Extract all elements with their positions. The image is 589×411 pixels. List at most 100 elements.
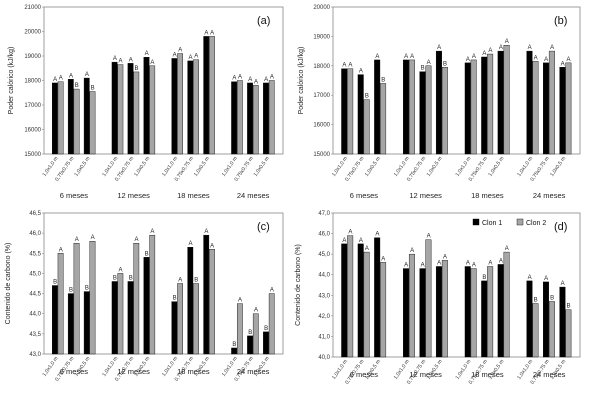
bar xyxy=(419,71,426,155)
y-tick-label: 20000 xyxy=(24,30,41,36)
bar xyxy=(187,247,194,355)
significance-letter: A xyxy=(505,39,509,45)
significance-letter: A xyxy=(359,238,363,244)
significance-letter: B xyxy=(194,278,198,284)
significance-letter: B xyxy=(232,342,236,348)
bar xyxy=(347,235,354,358)
significance-letter: A xyxy=(59,247,63,253)
y-tick-label: 47,0 xyxy=(318,211,330,217)
y-tick-label: 20000 xyxy=(313,5,330,11)
bar xyxy=(425,65,432,155)
y-tick-label: 46,0 xyxy=(29,231,41,237)
y-tick-label: 46,0 xyxy=(318,232,330,238)
significance-letter: A xyxy=(53,77,57,83)
bar xyxy=(487,53,494,155)
y-tick-label: 40,0 xyxy=(318,355,330,361)
group-label: 6 meses xyxy=(350,370,379,379)
significance-letter: A xyxy=(348,63,352,69)
group-label: 18 meses xyxy=(471,191,504,200)
group-label: 18 meses xyxy=(177,191,210,200)
bar xyxy=(441,260,448,358)
bar xyxy=(236,303,243,355)
y-tick-label: 45,5 xyxy=(29,251,41,257)
bar xyxy=(73,88,80,155)
significance-letter: A xyxy=(365,246,369,252)
significance-letter: B xyxy=(173,296,177,302)
significance-letter: B xyxy=(145,251,149,257)
significance-letter: A xyxy=(410,54,414,60)
bar xyxy=(542,62,549,155)
significance-letter: A xyxy=(528,275,532,281)
bar xyxy=(441,67,448,155)
bar xyxy=(464,266,471,358)
plot-frame xyxy=(43,6,284,155)
y-tick-label: 42,0 xyxy=(318,314,330,320)
bar xyxy=(435,50,442,155)
significance-letter: A xyxy=(194,54,198,60)
significance-letter: A xyxy=(443,254,447,260)
legend-label: Clon 1 xyxy=(482,220,502,227)
bar xyxy=(133,71,140,155)
significance-letter: A xyxy=(113,56,117,62)
y-axis-label: Poder calórico (kJ/kg) xyxy=(298,47,305,115)
group-label: 12 meses xyxy=(117,191,150,200)
significance-letter: B xyxy=(365,94,369,100)
significance-letter: B xyxy=(567,304,571,310)
group-label: 18 meses xyxy=(177,367,210,376)
significance-letter: A xyxy=(466,57,470,63)
bar xyxy=(149,234,156,355)
chart-panel: 15000 16000 17000 18000 19000 20000 Poder caló… xyxy=(298,5,581,200)
bar xyxy=(497,50,504,155)
significance-letter: B xyxy=(534,298,538,304)
y-tick-label: 18000 xyxy=(313,64,330,70)
y-tick-label: 45,0 xyxy=(318,252,330,258)
bar xyxy=(52,285,58,355)
significance-letter: A xyxy=(342,238,346,244)
significance-letter: A xyxy=(427,234,431,240)
significance-letter: A xyxy=(210,243,214,249)
bar xyxy=(357,243,364,358)
group-label: 24 meses xyxy=(237,191,270,200)
significance-letter: A xyxy=(472,263,476,269)
bar xyxy=(435,266,442,358)
group-label: 12 meses xyxy=(117,367,150,376)
y-tick-label: 16000 xyxy=(313,123,330,129)
y-tick-label: 19000 xyxy=(24,54,41,60)
bar xyxy=(89,240,96,355)
y-tick-label: 16000 xyxy=(24,128,41,134)
bar xyxy=(268,80,275,155)
significance-letter: A xyxy=(210,30,214,36)
category-label: 1,0x0,5 m xyxy=(549,156,567,178)
bar xyxy=(143,257,150,355)
significance-letter: A xyxy=(232,76,236,82)
significance-letter: A xyxy=(359,69,363,75)
significance-letter: A xyxy=(342,63,346,69)
y-tick-label: 21000 xyxy=(24,5,41,11)
bar xyxy=(236,80,243,155)
y-tick-label: 43,0 xyxy=(318,293,330,299)
chart-panel: 43,0 43,5 44,0 44,5 45,0 45,5 46,0 46,5 Contenid… xyxy=(5,211,284,383)
bar xyxy=(127,281,134,355)
significance-letter: A xyxy=(248,77,252,83)
bar xyxy=(380,262,387,358)
bar xyxy=(341,68,348,155)
bar xyxy=(177,53,183,155)
bar xyxy=(67,293,74,355)
significance-letter: A xyxy=(270,75,274,81)
category-label: 1,0x0,5 m xyxy=(487,156,505,178)
significance-letter: B xyxy=(134,66,138,72)
significance-letter: A xyxy=(550,45,554,51)
significance-letter: B xyxy=(421,66,425,72)
bar xyxy=(403,59,409,155)
significance-letter: A xyxy=(119,267,123,273)
bar xyxy=(263,82,269,155)
bar xyxy=(565,309,572,358)
y-tick-label: 17000 xyxy=(313,93,330,99)
bar xyxy=(565,62,572,155)
y-axis-label: Contenido de carbono (%) xyxy=(5,243,12,325)
significance-letter: B xyxy=(550,295,554,301)
significance-letter: A xyxy=(404,263,408,269)
significance-letter: A xyxy=(75,237,79,243)
significance-letter: B xyxy=(69,288,73,294)
bar xyxy=(374,237,381,358)
